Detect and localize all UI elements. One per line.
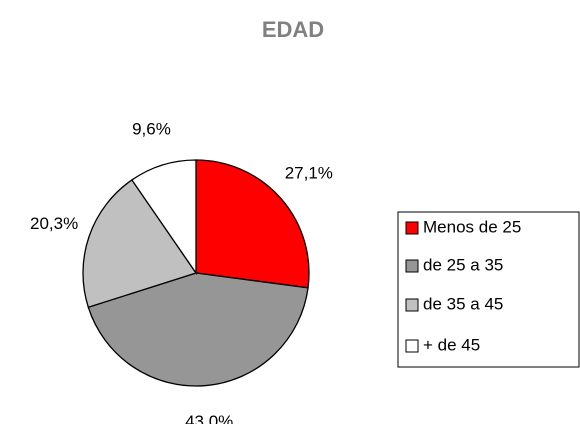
data-label: 43,0% bbox=[185, 412, 233, 424]
legend-label: de 35 a 45 bbox=[423, 294, 503, 313]
legend-box bbox=[397, 211, 580, 368]
legend-label: Menos de 25 bbox=[423, 217, 521, 236]
data-label: 27,1% bbox=[285, 164, 333, 183]
legend-swatch bbox=[405, 339, 419, 353]
chart-title: EDAD bbox=[262, 17, 324, 42]
pie-slice bbox=[130, 159, 197, 276]
pie-slice bbox=[82, 179, 198, 309]
data-label: 20,3% bbox=[30, 214, 78, 233]
legend-label: de 25 a 35 bbox=[423, 255, 503, 274]
data-label: 9,6% bbox=[132, 119, 171, 138]
pie-slice bbox=[195, 159, 310, 289]
pie-slice bbox=[87, 272, 309, 387]
legend-swatch bbox=[405, 259, 419, 273]
legend-label: + de 45 bbox=[423, 335, 480, 354]
legend-swatch bbox=[405, 221, 419, 235]
legend-swatch bbox=[405, 298, 419, 312]
